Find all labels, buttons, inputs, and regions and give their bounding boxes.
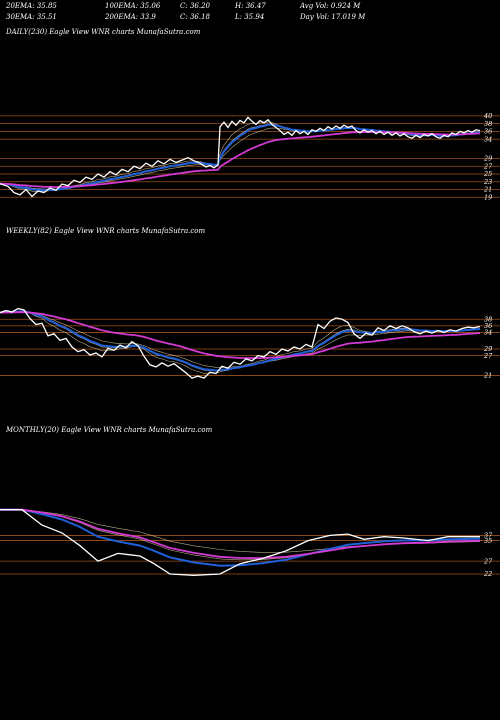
header-30ema: 30EMA: 35.51	[6, 13, 57, 21]
y-tick-label-1-0: 38	[484, 315, 492, 323]
header-low: L: 35.94	[235, 13, 265, 21]
y-tick-label-0-7: 23	[483, 178, 492, 186]
monthly-panel-title: MONTHLY(20) Eagle View WNR charts Munafa…	[6, 426, 213, 434]
y-tick-label-0-8: 21	[483, 186, 492, 194]
ema-magenta-line-0	[0, 131, 481, 189]
y-tick-label-1-4: 27	[483, 352, 493, 360]
y-tick-label-2-2: 27	[483, 557, 493, 565]
y-tick-label-2-3: 22	[483, 570, 492, 578]
header-close: C: 36.20	[180, 2, 210, 10]
y-tick-label-0-9: 19	[484, 193, 492, 201]
header-close-2: C: 36.18	[180, 13, 210, 21]
y-tick-label-2-1: 35	[484, 537, 492, 545]
header-avg-vol: Avg Vol: 0.924 M	[300, 2, 361, 10]
price-line-1	[0, 307, 481, 379]
y-tick-label-1-3: 29	[483, 345, 492, 353]
y-tick-label-0-5: 27	[483, 162, 493, 170]
daily-panel-title: DAILY(230) Eagle View WNR charts MunafaS…	[6, 28, 201, 36]
ema-magenta-line-2	[0, 508, 481, 560]
header-20ema: 20EMA: 35.85	[6, 2, 57, 10]
y-tick-label-2-0: 37	[484, 532, 493, 540]
ma-line-2-2	[0, 509, 481, 553]
y-tick-label-0-2: 36	[484, 128, 492, 136]
ema-blue-line-1	[0, 310, 481, 372]
header-day-vol: Day Vol: 17.019 M	[300, 13, 366, 21]
weekly-panel-title: WEEKLY(82) Eagle View WNR charts MunafaS…	[6, 227, 206, 235]
y-tick-label-0-6: 25	[483, 170, 492, 178]
ma-line-1-2	[0, 311, 481, 368]
ma-line-0-0	[0, 121, 481, 192]
y-tick-label-0-0: 40	[483, 112, 492, 120]
ema-blue-line-2	[0, 508, 481, 567]
header-100ema: 100EMA: 35.06	[105, 2, 161, 10]
y-tick-label-1-5: 21	[483, 372, 492, 380]
ema-blue-line-0	[0, 123, 481, 192]
price-line-2	[0, 509, 480, 576]
header-200ema: 200EMA: 33.9	[105, 13, 156, 21]
y-tick-label-1-2: 34	[484, 329, 492, 337]
y-tick-label-0-4: 29	[483, 155, 492, 163]
ema-magenta-line-1	[0, 311, 481, 360]
y-tick-label-1-1: 36	[484, 322, 492, 330]
y-tick-label-0-1: 38	[484, 120, 492, 128]
price-line-0	[0, 116, 481, 198]
ma-line-2-1	[0, 509, 481, 561]
y-tick-label-0-3: 34	[484, 135, 492, 143]
header-high: H: 36.47	[235, 2, 266, 10]
